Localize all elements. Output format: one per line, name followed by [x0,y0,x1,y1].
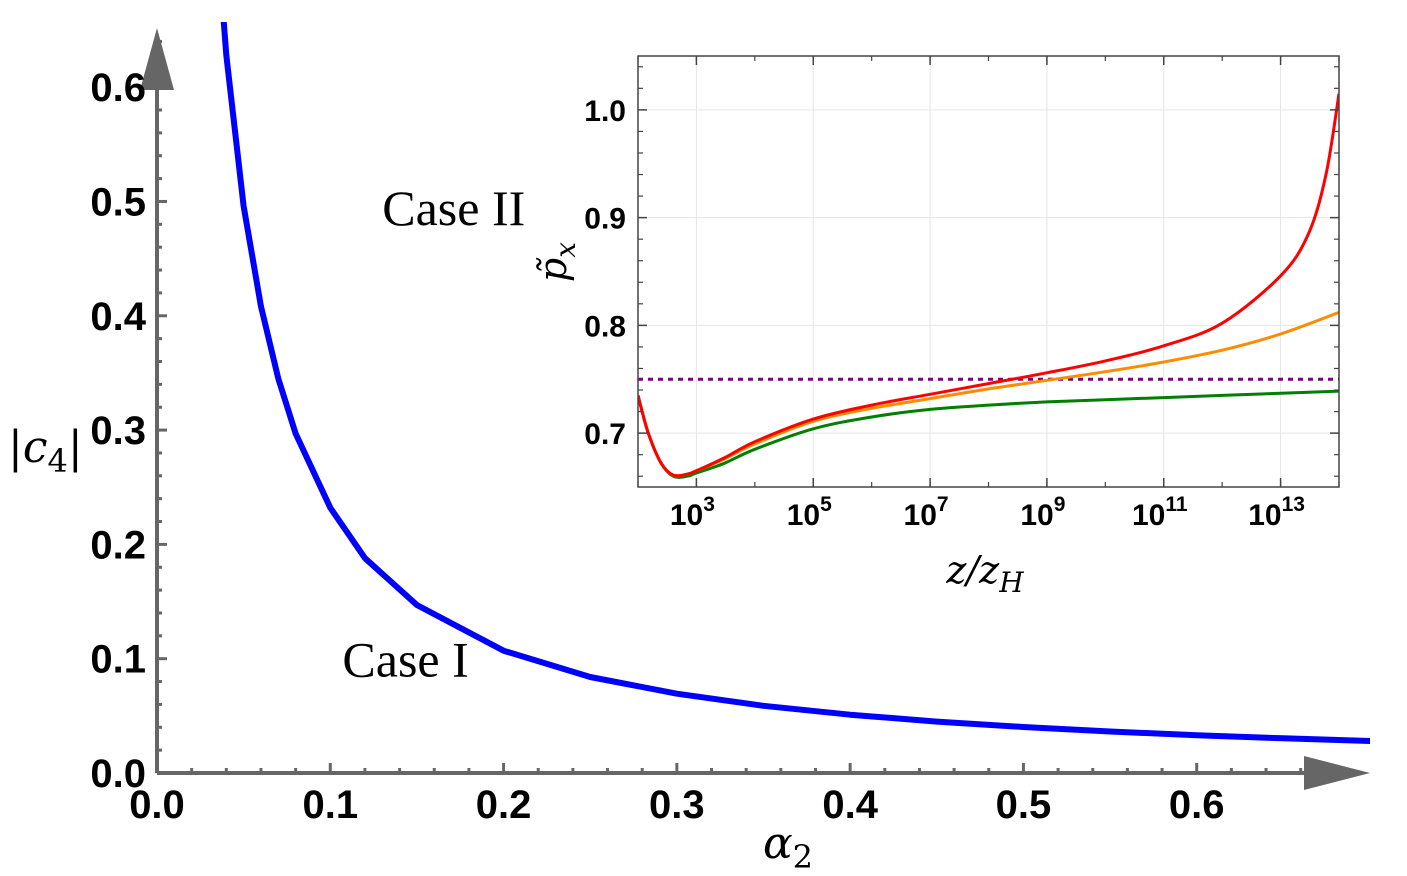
annotation-case-i: Case I [342,632,468,688]
y-tick-label-0-1: 0.1 [90,638,146,682]
tick-exponent: 11 [1165,493,1188,516]
inset-x-axis-label: z/zH [945,548,1024,599]
inset-y-label-main: p̃ [531,258,575,283]
x-tick-label-0-6: 0.6 [1169,783,1225,827]
inset-x-tick-label-1e9: 109 [1020,493,1065,532]
inset-series-line-3 [638,93,1339,478]
tick-base: 10 [1248,499,1281,532]
inset-y-label-subscript: x [549,242,582,258]
tick-base: 10 [1132,499,1165,532]
inset-x-tick-label-1e13: 1013 [1248,493,1305,532]
inset-y-tick-label-0-8: 0.8 [584,310,626,343]
inset-plot-area [638,93,1339,479]
x-tick-label-0-4: 0.4 [822,783,878,827]
y-label-subscript: 4 [47,442,67,480]
y-label-suffix: | [68,422,83,473]
inset-y-tick-label-0-7: 0.7 [584,418,626,451]
tick-exponent: 13 [1282,493,1305,516]
inset-grid [638,56,1339,487]
x-tick-label-0-2: 0.2 [476,783,532,827]
inset-x-tick-label-1e11: 1011 [1132,493,1188,532]
inset-axis-ticks [637,56,1340,487]
inset-x-label-subscript: H [998,566,1024,599]
y-tick-label-0-6: 0.6 [90,66,146,110]
main-axes [140,28,1370,790]
tick-base: 10 [1020,499,1053,532]
inset-x-tick-label-1e5: 105 [787,493,832,532]
main-x-axis-label: α2 [763,818,813,876]
main-series-line-0 [220,22,1370,744]
inset-x-label-main: z/z [945,548,1000,592]
main-tick-labels: 0.0 0.1 0.2 0.3 0.4 0.5 0.6 0.0 0.1 0.2 0.3 0.4 0.5 0… [90,66,1224,827]
y-tick-label-0-4: 0.4 [90,295,146,339]
inset-y-tick-label-0-9: 0.9 [584,203,626,236]
tick-exponent: 7 [937,493,949,516]
tick-exponent: 5 [820,493,832,516]
x-tick-label-0-5: 0.5 [996,783,1052,827]
tick-base: 10 [904,499,937,532]
main-plot-area [220,22,1370,744]
main-y-axis-label: |c4| [8,422,83,480]
annotation-case-ii: Case II [382,180,525,236]
inset-y-tick-label-1-0: 1.0 [584,95,626,128]
x-tick-label-0-1: 0.1 [302,783,358,827]
y-tick-label-0-3: 0.3 [90,409,146,453]
y-tick-label-0-0: 0.0 [90,752,146,796]
y-tick-label-0-5: 0.5 [90,180,146,224]
inset-x-tick-label-1e7: 107 [904,493,949,532]
x-label-main: α [763,818,793,869]
x-tick-label-0-0: 0.0 [129,783,185,827]
inset-x-tick-label-1e3: 103 [670,493,715,532]
inset-background [638,56,1339,487]
x-tick-label-0-3: 0.3 [649,783,705,827]
x-axis-arrowhead [1304,756,1370,790]
tick-exponent: 3 [703,493,715,516]
y-tick-label-0-2: 0.2 [90,523,146,567]
inset-y-axis-label: p̃x [531,242,582,282]
tick-base: 10 [670,499,703,532]
tick-exponent: 9 [1054,493,1066,516]
x-label-subscript: 2 [793,838,813,876]
y-label-main: |c [8,422,47,473]
tick-base: 10 [787,499,820,532]
y-axis-arrowhead [140,28,174,90]
